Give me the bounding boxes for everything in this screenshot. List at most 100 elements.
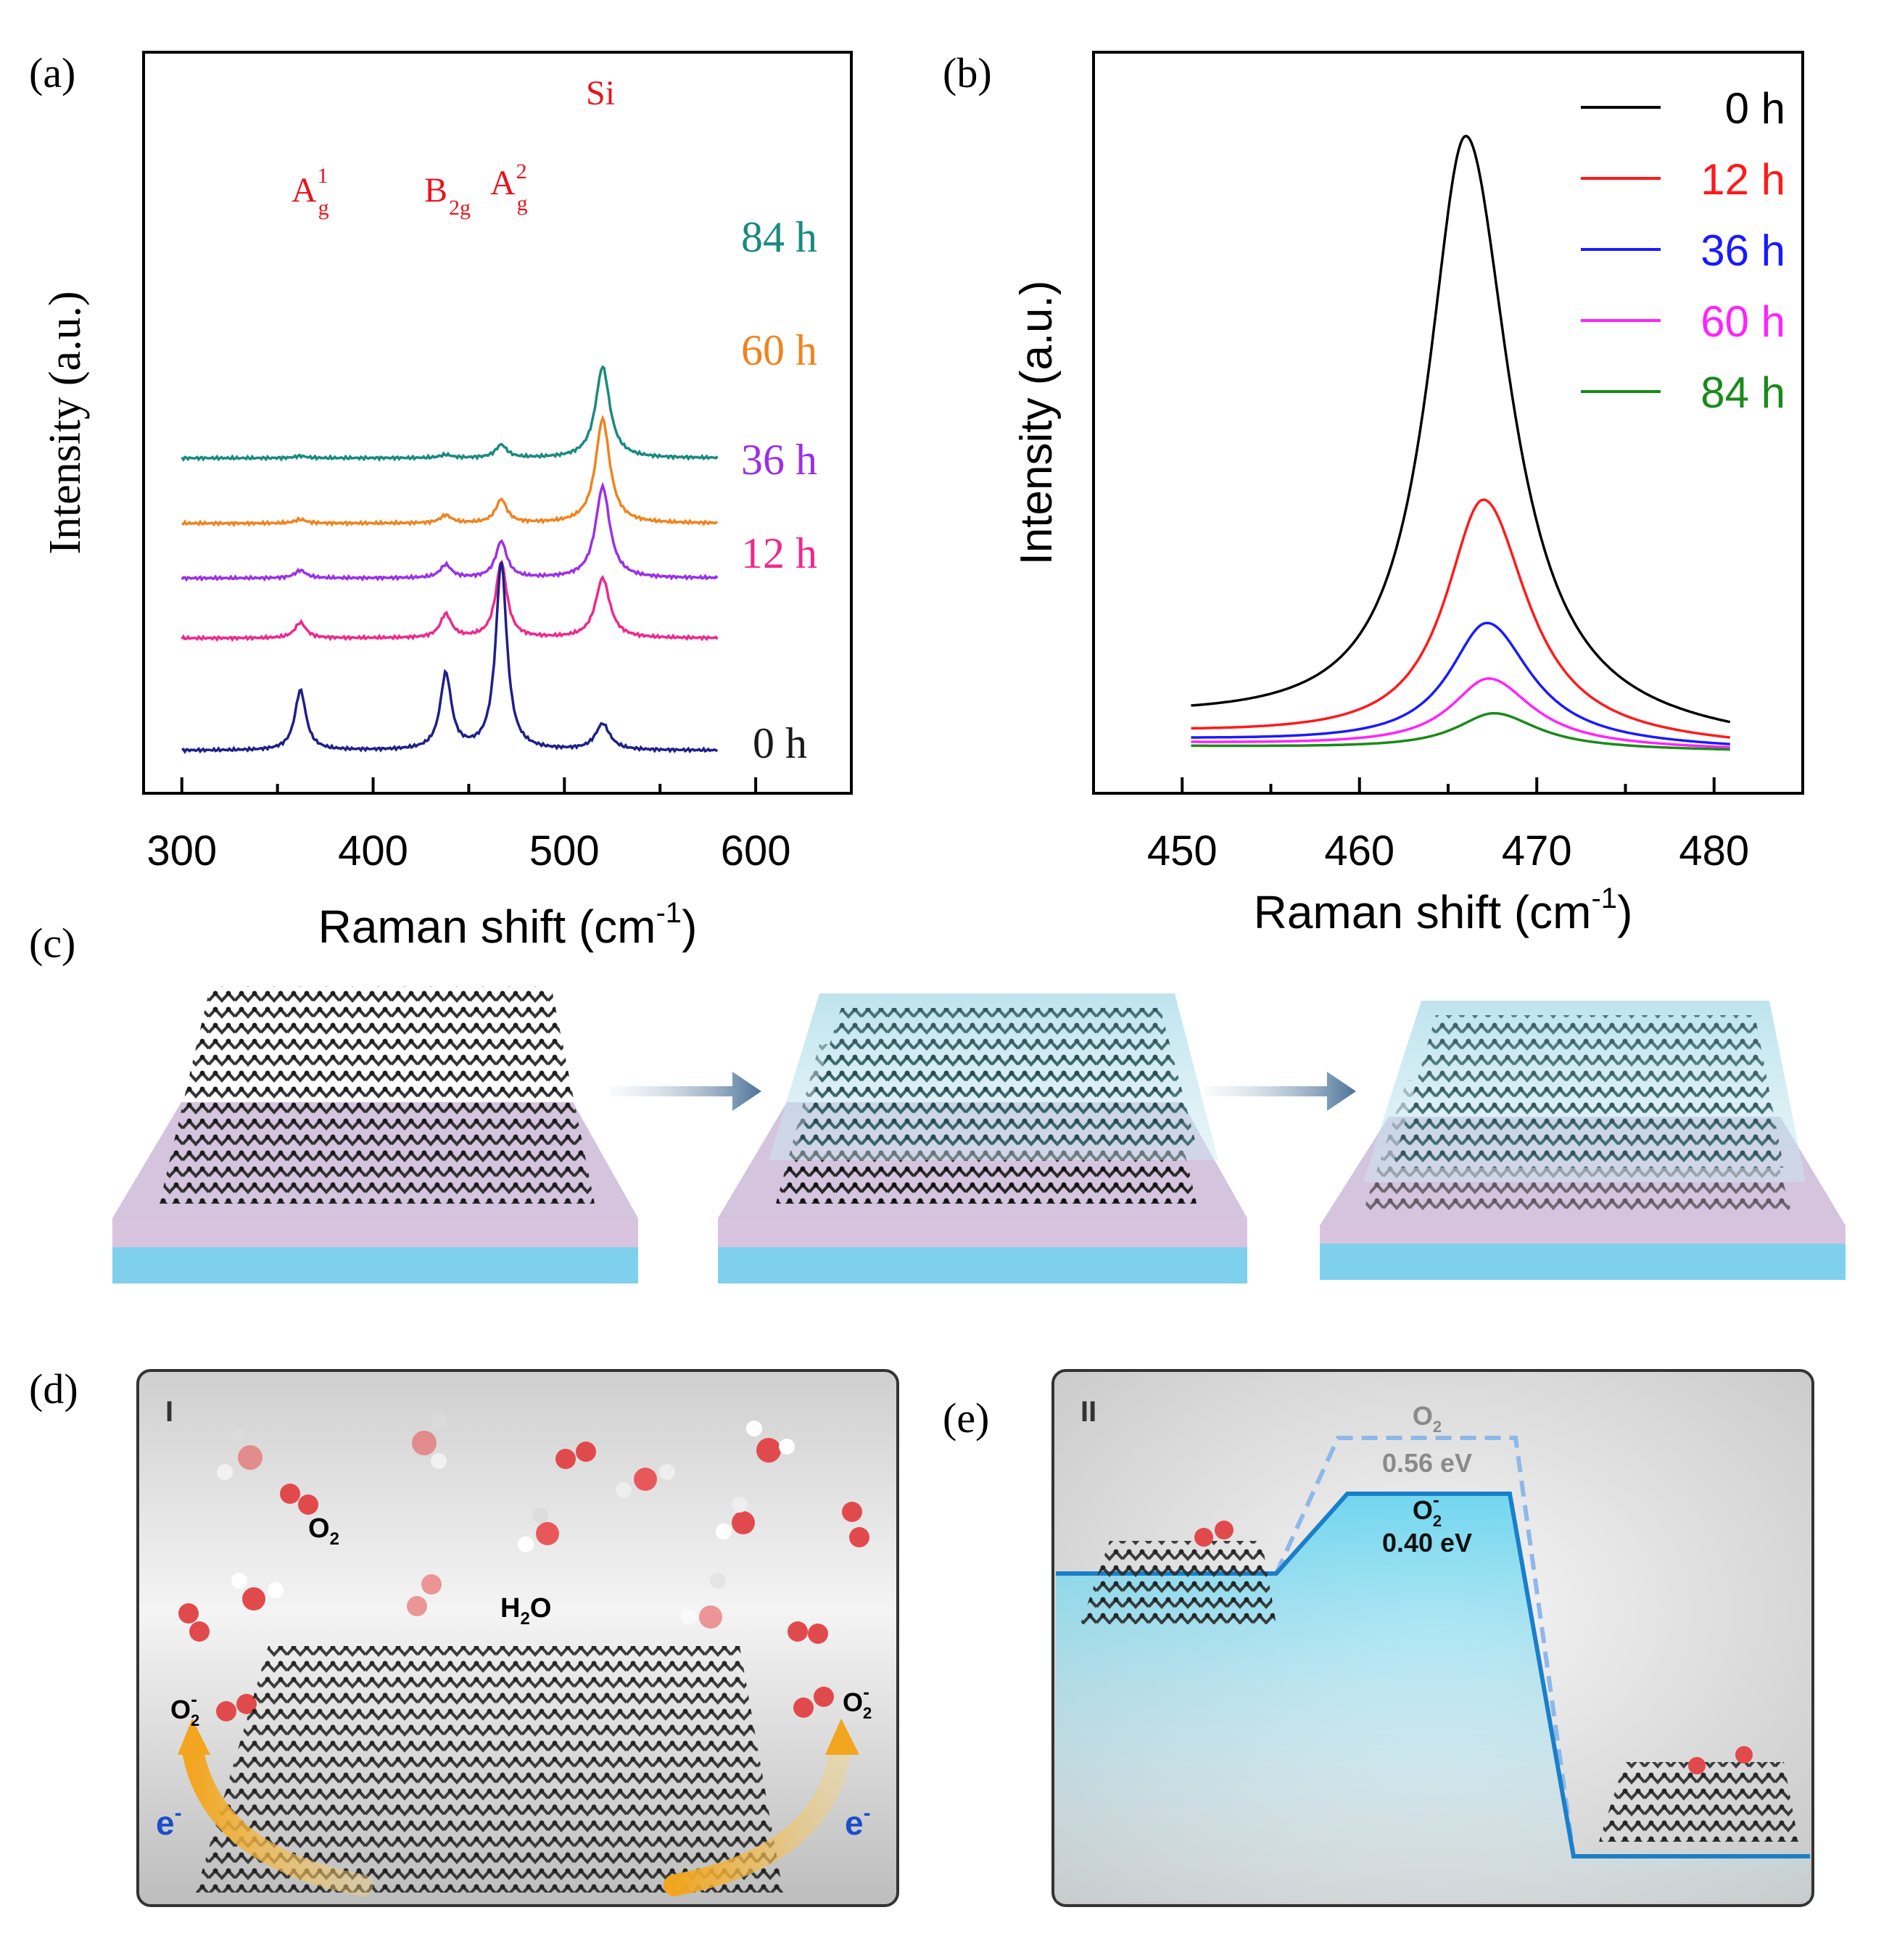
h2o-molecule [231, 1573, 284, 1610]
panel-label-b: (b) [943, 49, 992, 96]
o2-barrier-energy: 0.56 eV [1382, 1448, 1472, 1478]
superoxide-barrier-energy: 0.40 eV [1382, 1528, 1472, 1558]
final-state-structure [1599, 1746, 1798, 1842]
h2o-molecule [217, 1428, 263, 1480]
legend-label-0h: 0 h [1725, 84, 1785, 133]
h2o-label: H2O [500, 1593, 551, 1629]
electron-transfer-arrow-left [181, 1737, 373, 1896]
molecules-d [178, 1413, 869, 1721]
plot-b-x-ticks [1181, 777, 1804, 793]
o2-molecule [555, 1442, 596, 1469]
plot-a-series [181, 365, 719, 754]
legend-label-36h: 36 h [1700, 226, 1785, 275]
legend-label-60h: 60 h [1700, 297, 1785, 346]
electron-transfer-arrow-right [664, 1737, 852, 1896]
plot-a-line-60h [181, 414, 718, 528]
plot-b-tick-label: 470 [1502, 827, 1572, 874]
peak-label-ag1: Ag1 [292, 164, 329, 220]
plot-b-ylabel: Intensity (a.u.) [1012, 281, 1062, 566]
plot-a-tick-label: 600 [721, 827, 791, 874]
superoxide-level-label: O2- [1413, 1489, 1442, 1530]
series-labels-a: 84 h 60 h 36 h 12 h 0 h [741, 213, 817, 767]
bp-flake-oxidized [798, 1008, 1197, 1146]
plot-a-line-36h [181, 481, 719, 582]
superoxide-label-left: O2- [170, 1688, 199, 1729]
peak-label-ag2: Ag2 [490, 160, 528, 215]
bp-lattice-d [196, 1646, 783, 1893]
plot-a-line-0h [181, 561, 719, 754]
plot-b-line-12h [1191, 498, 1731, 739]
peak-labels: Ag1 B2g Ag2 Si [292, 74, 615, 220]
h2o-molecule [746, 1421, 795, 1463]
plot-a-tick-label: 500 [529, 827, 600, 874]
plot-a-line-12h [181, 559, 719, 642]
o2-level-label: O2 [1413, 1401, 1442, 1436]
plot-b-line-0h [1191, 134, 1731, 724]
panel-label-c: (c) [29, 919, 75, 967]
legend-label-84h: 84 h [1700, 368, 1785, 417]
initial-state-structure [1080, 1521, 1276, 1624]
series-label-60h: 60 h [741, 326, 817, 374]
schematic-stage-1 [112, 986, 638, 1283]
h2o-molecule [412, 1413, 447, 1469]
panel-label-d: (d) [29, 1365, 78, 1413]
substrate-oxide-2 [718, 1218, 1247, 1247]
plot-a-tick-label: 400 [338, 827, 408, 874]
arrowhead-left [178, 1719, 210, 1755]
plot-b-tick-label: 460 [1324, 827, 1394, 874]
electron-label-right: e- [845, 1801, 871, 1842]
panel-d-roman: I [165, 1396, 173, 1428]
plot-a-frame [142, 51, 853, 795]
schematic-stage-3 [1320, 1001, 1846, 1280]
plot-b-tick-label: 480 [1679, 827, 1749, 874]
schematic-stage-2 [718, 993, 1247, 1283]
legend-label-12h: 12 h [1700, 155, 1785, 204]
plot-a-xlabel: Raman shift (cm-1) [318, 897, 698, 953]
o2-molecule [178, 1603, 210, 1642]
bp-flake-oxidized-3 [1392, 1015, 1784, 1167]
plot-a-x-tick-labels: 300 400 500 600 [146, 827, 790, 874]
superoxide-molecule [793, 1687, 834, 1718]
plot-b-line-36h [1191, 621, 1730, 745]
peak-label-b2g: B2g [424, 171, 471, 220]
h2o-molecule [616, 1464, 675, 1498]
o2-molecule [280, 1484, 318, 1515]
series-label-36h: 36 h [741, 436, 817, 484]
plot-a-ylabel: Intensity (a.u.) [41, 291, 90, 554]
series-label-0h: 0 h [753, 719, 807, 767]
series-label-12h: 12 h [741, 529, 817, 577]
series-label-84h: 84 h [741, 213, 817, 261]
electron-label-left: e- [156, 1801, 182, 1842]
plot-b-line-84h [1191, 711, 1730, 751]
o2-molecule [407, 1574, 442, 1616]
plot-b-line-60h [1191, 677, 1730, 749]
superoxide-label-right: O2- [843, 1681, 872, 1722]
arrowhead-right [825, 1719, 859, 1755]
plot-b-tick-label: 450 [1147, 827, 1218, 874]
plot-b-frame [1092, 51, 1804, 795]
peak-label-si: Si [586, 74, 615, 112]
plot-b-series [1191, 134, 1731, 751]
h2o-molecule [716, 1497, 755, 1539]
process-arrow-2 [1204, 1072, 1356, 1111]
plot-b-legend: 0 h 12 h 36 h 60 h 84 h [1581, 84, 1785, 417]
panel-e-roman: II [1080, 1396, 1096, 1428]
energy-path-o2 [1274, 1436, 1576, 1857]
plot-b-x-tick-labels: 450 460 470 480 [1147, 827, 1749, 874]
substrate-oxide-3 [1320, 1225, 1846, 1244]
h2o-molecule [518, 1508, 559, 1552]
plot-a-x-ticks [180, 777, 853, 793]
bp-flake-thick [160, 986, 595, 1204]
process-arrow-1 [609, 1072, 761, 1111]
plot-b-xlabel: Raman shift (cm-1) [1254, 882, 1633, 938]
h2o-molecule [681, 1573, 726, 1629]
plot-a-line-84h [181, 365, 719, 462]
panel-label-e: (e) [943, 1394, 989, 1442]
plot-a-tick-label: 300 [146, 827, 217, 874]
panel-label-a: (a) [29, 49, 75, 96]
o2-molecule [788, 1621, 828, 1644]
substrate-oxide [112, 1218, 638, 1247]
o2-label: O2 [308, 1513, 339, 1549]
o2-molecule [842, 1502, 869, 1547]
